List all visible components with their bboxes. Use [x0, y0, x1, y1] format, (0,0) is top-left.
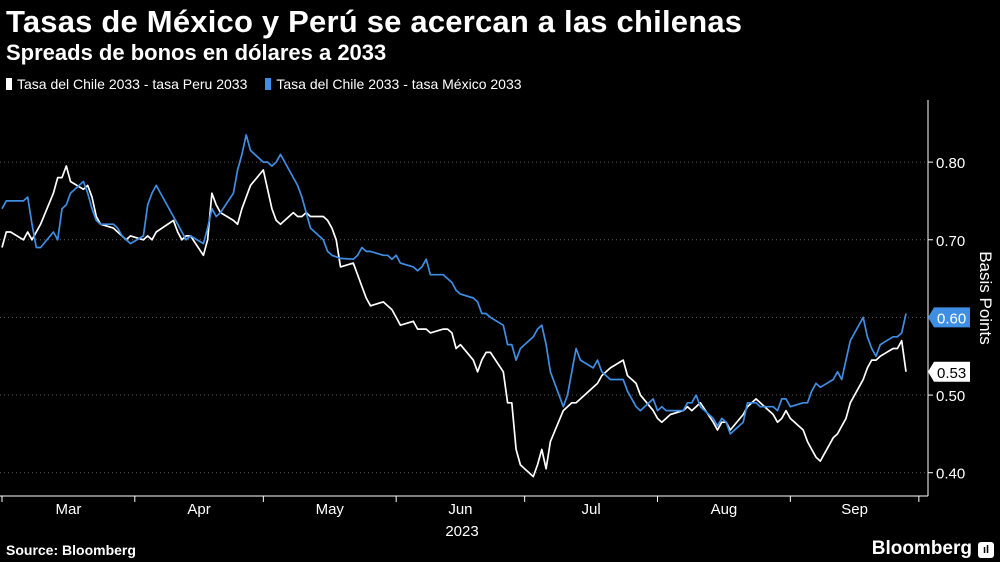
y-tick-label: 0.80 [936, 155, 965, 172]
end-label-box [928, 307, 970, 328]
x-tick-label: Jul [582, 501, 601, 518]
x-axis-year-label: 2023 [445, 523, 478, 540]
y-axis-title: Basis Points [976, 251, 995, 345]
legend-label-peru: Tasa del Chile 2033 - tasa Peru 2033 [17, 76, 248, 92]
x-tick-label: Mar [55, 501, 81, 518]
end-label-mexico: 0.60 [928, 307, 970, 328]
chart-subtitle: Spreads de bonos en dólares a 2033 [6, 40, 387, 65]
end-label-value: 0.60 [937, 310, 966, 327]
legend-swatch-peru [6, 78, 12, 90]
legend-swatch-mexico [265, 78, 272, 90]
bloomberg-chart-icon: ıl [978, 542, 994, 558]
grid-lines [0, 161, 928, 474]
x-tick-label: May [316, 501, 345, 518]
end-label-peru: 0.53 [928, 361, 970, 382]
legend: Tasa del Chile 2033 - tasa Peru 2033 Tas… [6, 76, 522, 92]
x-tick-label: Apr [187, 501, 210, 518]
series-line-mexico [1, 134, 907, 435]
series-lines [1, 134, 907, 478]
chart-title: Tasas de México y Perú se acercan a las … [6, 4, 743, 39]
y-tick-label: 0.40 [936, 466, 965, 483]
end-value-labels: 0.60 0.53 [928, 307, 970, 382]
x-tick-label: Jun [448, 501, 472, 518]
legend-item-peru: Tasa del Chile 2033 - tasa Peru 2033 [6, 76, 247, 92]
series-line-peru [1, 165, 907, 478]
y-tick-label: 0.70 [936, 233, 965, 250]
x-tick-label: Sep [841, 501, 868, 518]
x-axis: Mar Apr May Jun Jul Aug Sep [0, 495, 928, 518]
legend-label-mexico: Tasa del Chile 2033 - tasa México 2033 [276, 76, 522, 92]
x-tick-label: Aug [711, 501, 738, 518]
end-label-value: 0.53 [937, 365, 966, 382]
y-axis: 0.40 0.50 0.60 0.70 0.80 [927, 100, 965, 496]
legend-item-mexico: Tasa del Chile 2033 - tasa México 2033 [265, 76, 522, 92]
source-note: Source: Bloomberg [6, 542, 136, 558]
y-tick-label: 0.50 [936, 388, 965, 405]
brand-logo-text: Bloomberg [871, 538, 972, 559]
end-label-box [928, 361, 970, 382]
